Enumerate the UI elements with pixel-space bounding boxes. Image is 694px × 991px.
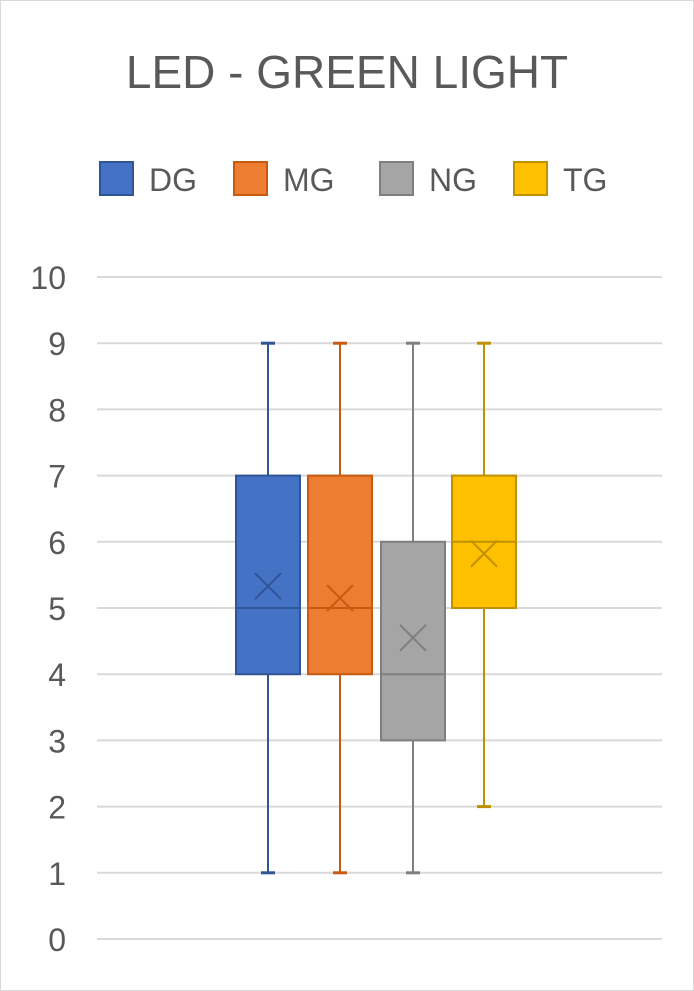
box-mg [307, 341, 373, 875]
legend-label-dg: DG [149, 162, 197, 198]
y-tick-label-7: 7 [48, 459, 66, 495]
y-tick-label-1: 1 [48, 856, 66, 892]
y-tick-label-3: 3 [48, 723, 66, 759]
y-tick-label-6: 6 [48, 525, 66, 561]
legend-swatch-tg [513, 161, 548, 196]
box-tg [451, 341, 517, 809]
iqr-box-dg [235, 474, 301, 676]
mean-marker-dg [254, 572, 282, 600]
legend-swatch-mg [233, 161, 268, 196]
y-tick-label-4: 4 [48, 657, 66, 693]
gridlines [97, 276, 662, 940]
legend-label-mg: MG [283, 162, 335, 198]
legend-swatch-dg [99, 161, 134, 196]
y-axis: 0 1 2 3 4 5 6 7 8 9 10 [30, 260, 66, 958]
y-tick-label-2: 2 [48, 790, 66, 826]
y-tick-label-5: 5 [48, 591, 66, 627]
y-tick-label-8: 8 [48, 392, 66, 428]
legend: DG MG NG TG [99, 161, 607, 198]
box-ng [380, 341, 446, 875]
chart-title: LED - GREEN LIGHT [126, 46, 568, 98]
plot-area [235, 341, 517, 875]
box-dg [235, 341, 301, 875]
iqr-box-ng [380, 540, 446, 742]
mean-marker-ng [399, 624, 427, 652]
legend-label-ng: NG [429, 162, 477, 198]
y-tick-label-10: 10 [30, 260, 66, 296]
y-tick-label-9: 9 [48, 326, 66, 362]
mean-marker-mg [326, 584, 354, 612]
iqr-box-mg [307, 474, 373, 676]
y-tick-label-0: 0 [48, 922, 66, 958]
mean-marker-tg [470, 540, 498, 568]
legend-label-tg: TG [563, 162, 607, 198]
legend-swatch-ng [379, 161, 414, 196]
